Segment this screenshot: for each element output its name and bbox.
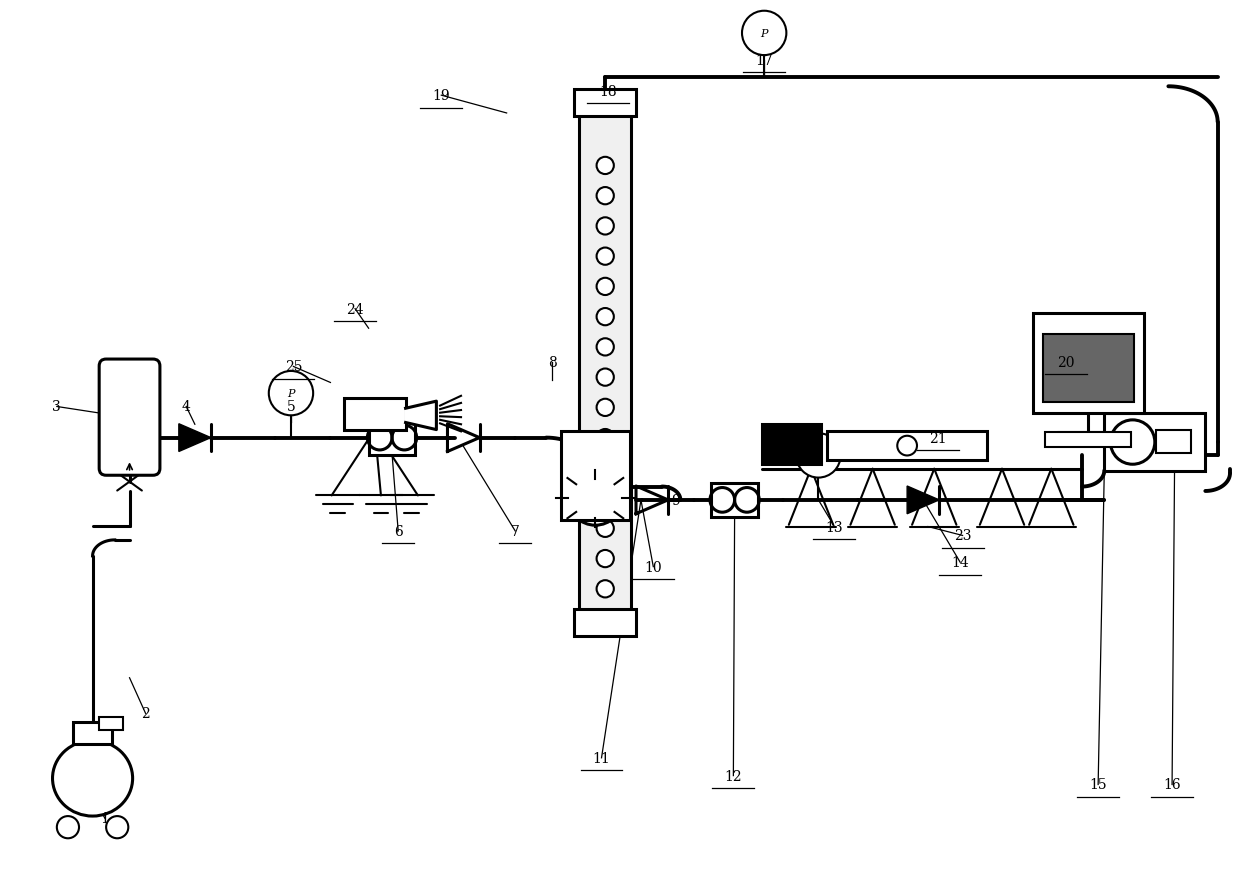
Text: 9: 9 [671,493,680,507]
Bar [574,89,636,116]
Polygon shape [908,486,939,514]
Circle shape [568,471,622,526]
Circle shape [596,218,614,235]
Text: 19: 19 [433,89,450,103]
Bar [99,717,124,730]
Bar [579,114,631,611]
Circle shape [796,434,841,478]
Polygon shape [405,401,436,430]
Circle shape [596,490,614,507]
Bar [1156,431,1190,453]
Bar [368,421,415,455]
Bar [574,610,636,637]
Circle shape [57,816,79,839]
Bar [560,432,630,520]
Text: 10: 10 [645,560,662,574]
Text: 6: 6 [394,525,403,538]
Bar [1105,413,1205,471]
Circle shape [1111,420,1154,465]
Bar [827,432,987,460]
Circle shape [596,551,614,568]
Text: 4: 4 [182,400,191,414]
Circle shape [742,12,786,56]
Text: 20: 20 [1058,356,1075,369]
Ellipse shape [52,740,133,816]
Bar [1033,314,1143,413]
Circle shape [596,400,614,417]
Bar [712,484,758,518]
Text: 5: 5 [286,400,295,414]
FancyBboxPatch shape [99,359,160,476]
Circle shape [596,429,614,447]
Text: 17: 17 [755,54,773,68]
Circle shape [596,580,614,598]
Text: 12: 12 [724,769,743,783]
Text: 18: 18 [599,85,616,98]
Text: 23: 23 [954,529,971,543]
Circle shape [107,816,128,839]
Text: 2: 2 [141,706,150,721]
Bar [1045,433,1131,447]
Text: 24: 24 [346,302,363,316]
Text: 1: 1 [100,812,109,825]
Circle shape [596,188,614,205]
Text: P: P [760,29,768,38]
Circle shape [596,369,614,386]
Circle shape [269,372,314,416]
Circle shape [596,249,614,266]
Circle shape [596,460,614,477]
Circle shape [898,436,918,456]
Circle shape [596,520,614,537]
Text: 13: 13 [826,520,843,534]
Bar [73,722,113,745]
Circle shape [596,157,614,175]
Bar [343,398,405,430]
Text: 25: 25 [285,360,303,374]
Text: 14: 14 [951,555,968,569]
Text: 8: 8 [548,356,557,369]
Text: P: P [815,451,822,461]
Text: 11: 11 [593,751,610,765]
Text: 22: 22 [785,431,802,445]
Circle shape [596,339,614,356]
Text: 16: 16 [1163,778,1180,791]
Circle shape [596,308,614,326]
Text: 15: 15 [1089,778,1107,791]
Polygon shape [179,425,211,452]
Bar [761,425,821,465]
Text: 3: 3 [52,400,61,414]
Circle shape [596,278,614,296]
Bar [1043,334,1133,402]
Text: 21: 21 [929,431,947,445]
Text: P: P [288,389,295,399]
Text: 7: 7 [511,525,520,538]
